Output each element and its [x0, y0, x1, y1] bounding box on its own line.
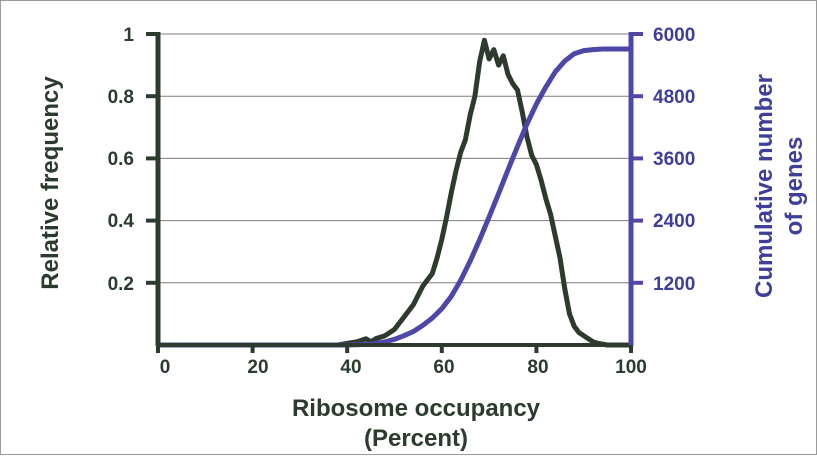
right-axis-title: Cumulative number — [751, 74, 778, 298]
relative-frequency-line — [155, 37, 634, 348]
x-tick-label: 60 — [433, 357, 454, 378]
series-cumulative-genes — [155, 46, 634, 348]
left-tick-label: 0.4 — [108, 211, 135, 232]
right-tick-label: 4800 — [653, 87, 695, 108]
x-tick-label: 20 — [247, 357, 268, 378]
right-tick-label: 6000 — [653, 25, 695, 46]
right-axis-title-second-line: of genes — [781, 137, 808, 236]
right-tick-label: 3600 — [653, 149, 695, 170]
tick-marks — [146, 32, 643, 353]
left-tick-label: 1 — [123, 25, 134, 46]
left-tick-label: 0.8 — [108, 87, 134, 108]
series-relative-frequency — [155, 37, 634, 348]
right-tick-label: 1200 — [653, 274, 695, 295]
left-axis-title: Relative frequency — [37, 76, 64, 290]
grid-lines — [158, 33, 631, 284]
x-tick-label: 80 — [527, 357, 548, 378]
x-tick-label: 40 — [340, 357, 361, 378]
x-tick-label: 0 — [160, 357, 171, 378]
cumulative-genes-line — [155, 46, 634, 348]
x-axis-title-unit: (Percent) — [364, 425, 468, 452]
x-tick-label: 100 — [615, 357, 647, 378]
x-axis-title: Ribosome occupancy — [292, 395, 541, 422]
right-tick-label: 2400 — [653, 211, 695, 232]
left-tick-label: 0.2 — [108, 274, 134, 295]
axes — [155, 32, 634, 347]
left-tick-label: 0.6 — [108, 149, 134, 170]
